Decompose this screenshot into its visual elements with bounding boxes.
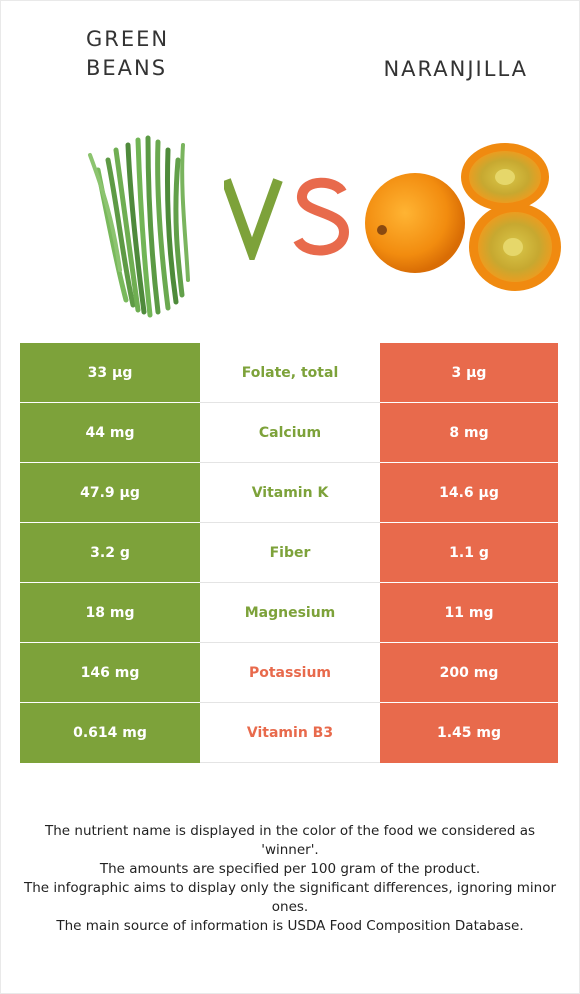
- right-food-value: 200 mg: [380, 642, 558, 703]
- vs-label: [224, 177, 350, 260]
- right-food-value: 11 mg: [380, 582, 558, 643]
- footnotes: The nutrient name is displayed in the co…: [20, 822, 560, 936]
- right-food-value: 1.45 mg: [380, 702, 558, 763]
- green-beans-image: [88, 135, 190, 318]
- note-differences: The infographic aims to display only the…: [23, 880, 557, 915]
- note-amounts: The amounts are specified per 100 gram o…: [99, 861, 481, 877]
- nutrient-name: Calcium: [200, 402, 380, 463]
- right-food-value: 8 mg: [380, 402, 558, 463]
- right-food-value: 1.1 g: [380, 522, 558, 583]
- left-food-value: 44 mg: [20, 402, 200, 463]
- right-food-value: 3 µg: [380, 343, 558, 403]
- nutrient-name: Folate, total: [200, 343, 380, 403]
- table-row: 47.9 µg Vitamin K 14.6 µg: [20, 462, 558, 523]
- table-row: 18 mg Magnesium 11 mg: [20, 582, 558, 643]
- left-food-value: 33 µg: [20, 343, 200, 403]
- nutrient-name: Fiber: [200, 522, 380, 583]
- left-food-value: 3.2 g: [20, 522, 200, 583]
- left-food-title: Green Beans: [86, 27, 170, 80]
- left-food-value: 146 mg: [20, 642, 200, 703]
- nutrient-name: Vitamin K: [200, 462, 380, 523]
- left-food-value: 0.614 mg: [20, 702, 200, 763]
- nutrient-name: Vitamin B3: [200, 702, 380, 763]
- note-source: The main source of information is USDA F…: [56, 918, 524, 934]
- naranjilla-image: [365, 143, 561, 291]
- table-row: 146 mg Potassium 200 mg: [20, 642, 558, 703]
- left-food-value: 18 mg: [20, 582, 200, 643]
- note-winner-color: The nutrient name is displayed in the co…: [44, 823, 536, 858]
- table-row: 33 µg Folate, total 3 µg: [20, 343, 558, 403]
- comparison-table: 33 µg Folate, total 3 µg 44 mg Calcium 8 mg 47…: [20, 343, 558, 763]
- table-row: 44 mg Calcium 8 mg: [20, 402, 558, 463]
- nutrient-name: Potassium: [200, 642, 380, 703]
- nutrient-name: Magnesium: [200, 582, 380, 643]
- left-food-value: 47.9 µg: [20, 462, 200, 523]
- table-row: 3.2 g Fiber 1.1 g: [20, 522, 558, 583]
- right-food-value: 14.6 µg: [380, 462, 558, 523]
- table-row: 0.614 mg Vitamin B3 1.45 mg: [20, 702, 558, 763]
- right-food-title: Naranjilla: [383, 57, 528, 81]
